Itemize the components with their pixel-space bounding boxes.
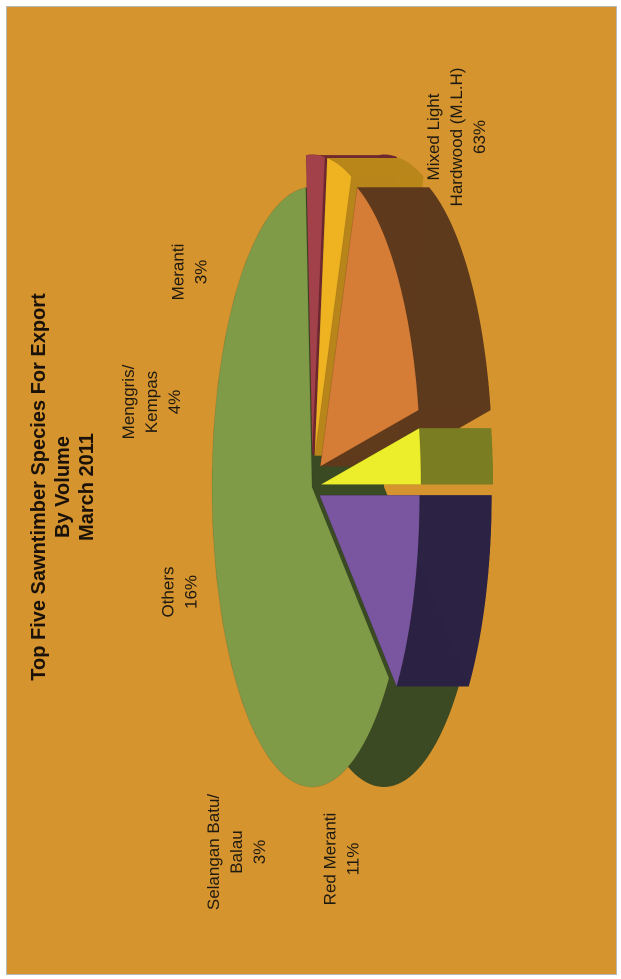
chart-title-line-1: Top Five Sawntimber Species For Export [28,293,50,681]
slice-label-0: Mixed Light Hardwood (M.L.H) 63% [424,68,489,207]
slice-label-1: Meranti 3% [169,244,211,301]
slice-label-5: Red Meranti 11% [321,813,363,906]
pie-slice-0 [211,186,390,788]
slice-label-text: Red Meranti [321,813,340,906]
chart-title-line-2: By Volume [52,436,74,538]
slice-label-text: Selangan Batu/ [204,794,223,911]
slice-label-text: Kempas [142,371,161,433]
slice-label-text: Mixed Light [424,93,443,180]
slice-label-text: Balau [227,830,246,873]
slice-label-text: Meranti [169,244,188,301]
slice-label-4: Selangan Batu/Balau 3% [204,794,269,911]
slice-value-label: 3% [192,260,211,285]
pie-slice-1 [305,154,326,455]
slice-label-text: Others [159,566,178,617]
chart-frame: Mixed Light Hardwood (M.L.H) 63% Meranti 3% M… [6,6,617,975]
slice-label-2: Menggris/Kempas 4% [119,364,184,439]
pie-slice-5 [318,494,421,689]
pie-layer [211,154,493,788]
slice-value-label: 16% [182,575,201,609]
slice-value-label: 3% [250,840,269,865]
pie-slice-3 [319,186,420,468]
label-layer: Mixed Light Hardwood (M.L.H) 63%Meranti 3%M… [119,68,489,911]
slice-value-label: 4% [165,390,184,415]
pie-slice-4 [319,427,422,485]
chart-title-line-3: March 2011 [76,433,98,541]
pie-slice-2 [314,157,353,456]
pie-chart: Mixed Light Hardwood (M.L.H) 63%Meranti 3%M… [28,68,493,911]
slice-value-label: 11% [344,843,363,876]
slice-label-text: Menggris/ [119,364,138,439]
slice-label-3: Others 16% [159,566,201,617]
slice-label-text: Hardwood (M.L.H) [447,68,466,207]
slice-value-label: 63% [470,120,489,154]
